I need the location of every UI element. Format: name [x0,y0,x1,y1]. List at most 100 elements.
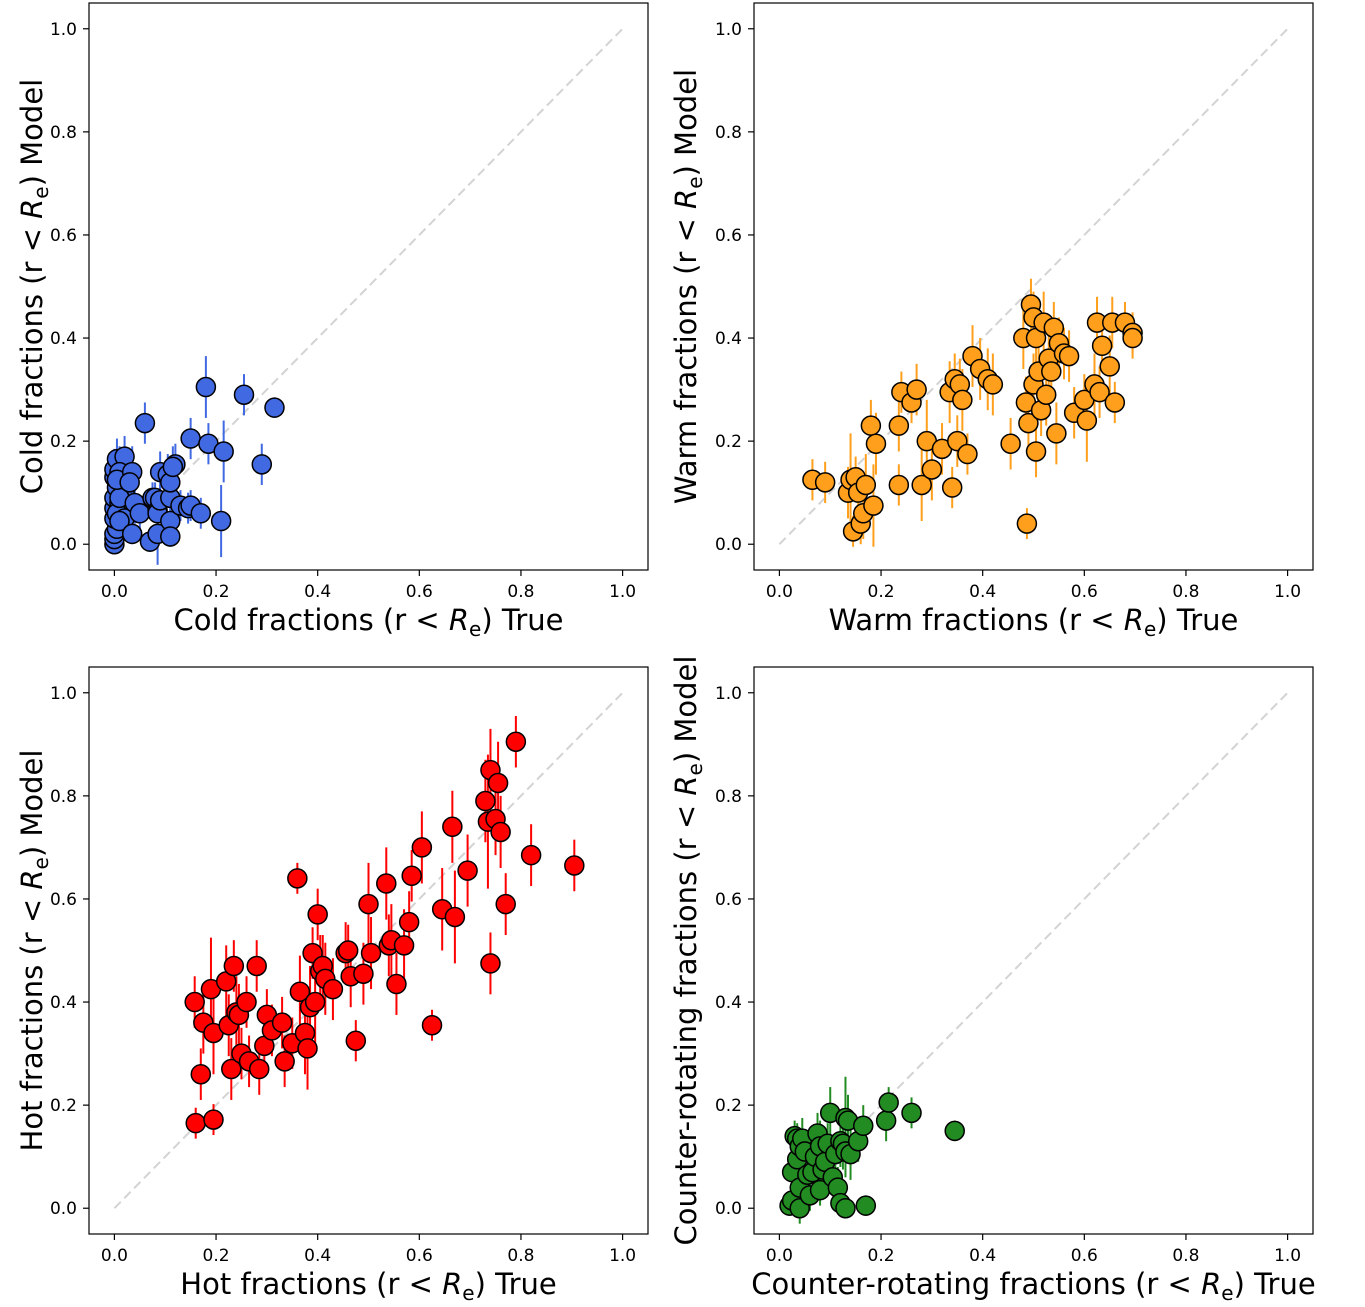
x-tick-label: 0.8 [1172,1246,1199,1266]
data-point [444,906,466,928]
data-point [180,428,201,449]
data-point [271,1012,293,1033]
x-tick-label: 1.0 [1274,582,1301,602]
data-point [911,474,932,496]
y-tick-label: 0.8 [715,787,742,807]
x-tick-label: 0.6 [1071,582,1098,602]
x-tick-label: 0.4 [969,582,996,602]
data-point [134,412,156,434]
data-point [160,526,181,547]
data-point [1089,381,1110,403]
x-tick-label: 1.0 [609,582,636,602]
y-tick-label: 0.4 [50,329,77,349]
x-tick-label: 0.8 [1172,582,1199,602]
data-point [358,893,379,915]
data-point [1104,392,1126,413]
y-tick-label: 0.8 [715,123,742,143]
data-point [1025,441,1047,462]
axes-frame [88,666,649,1235]
data-point [162,456,184,478]
y-tick-label: 0.4 [715,329,742,349]
axes-frame [88,2,649,571]
data-point [564,855,585,876]
data-point [1046,423,1067,444]
x-tick-label: 0.8 [507,1246,534,1266]
axes-frame [753,2,1314,571]
data-point [495,893,516,915]
data-point [322,978,344,1000]
data-point [863,495,884,516]
x-axis-label: Cold fractions (r < Re) True [174,603,564,641]
data-point [221,1058,242,1080]
data-point [860,415,882,436]
data-point [210,510,232,532]
data-point [442,816,463,838]
data-point [855,1195,877,1216]
data-point [129,503,151,524]
data-point [1016,513,1038,534]
x-tick-label: 0.2 [203,1246,230,1266]
data-point [251,454,273,475]
data-point [906,379,927,400]
x-tick-label: 0.0 [101,582,128,602]
data-point [398,911,420,933]
data-point [888,474,910,496]
y-tick-label: 0.2 [50,1096,77,1116]
data-point [411,837,433,858]
y-axis-label: Warm fractions (r < Re) Model [669,69,707,504]
panel-cold: 0.0 0.2 0.4 0.6 0.8 1.0 0.0 0.2 0.4 0.6 0.8 1.0 Cold… [15,2,649,641]
x-tick-label: 0.2 [868,1246,895,1266]
data-point [401,865,422,887]
one-to-one-line [113,28,624,545]
y-tick-label: 0.4 [50,993,77,1013]
data-point [353,963,374,984]
data-point [865,433,887,454]
x-tick-label: 0.0 [101,1246,128,1266]
data-point [185,1112,206,1134]
y-tick-label: 0.0 [715,1199,742,1219]
data-point [213,441,234,462]
data-point [289,981,311,1002]
data-point [360,942,382,964]
data-point [109,510,130,532]
data-point [386,973,407,995]
data-point [490,821,511,843]
data-point [982,374,1004,395]
data-point [393,935,415,956]
data-point [119,472,140,493]
data-point [1099,356,1120,377]
y-tick-label: 0.2 [50,432,77,452]
data-point [1058,345,1080,367]
y-tick-label: 0.6 [715,226,742,246]
data-point [421,1014,443,1036]
data-point [274,1051,295,1072]
data-point [957,443,978,465]
data-point [337,940,359,961]
data-point [901,1102,922,1124]
data-point [307,904,328,925]
y-axis-label: Counter-rotating fractions (r < Re) Mode… [669,656,707,1246]
x-tick-label: 0.2 [868,582,895,602]
data-point [941,477,963,498]
data-point [487,772,509,794]
x-tick-label: 0.4 [304,582,331,602]
y-tick-label: 0.2 [715,432,742,452]
data-point [944,1120,965,1142]
data-point [376,873,397,894]
data-point [475,790,496,812]
x-tick-label: 0.8 [507,582,534,602]
data-point [952,389,973,411]
data-point [1000,433,1021,454]
x-tick-label: 1.0 [609,1246,636,1266]
y-tick-label: 0.4 [715,993,742,1013]
y-tick-label: 0.6 [715,890,742,910]
one-to-one-line [778,28,1289,545]
panel-warm: 0.0 0.2 0.4 0.6 0.8 1.0 0.0 0.2 0.4 0.6 0.8 1.0 Warm… [669,2,1314,641]
data-point [233,384,255,405]
x-tick-label: 0.4 [304,1246,331,1266]
y-tick-label: 0.0 [50,1199,77,1219]
y-tick-label: 1.0 [50,20,77,40]
data-point [223,955,245,977]
data-point [855,474,877,496]
